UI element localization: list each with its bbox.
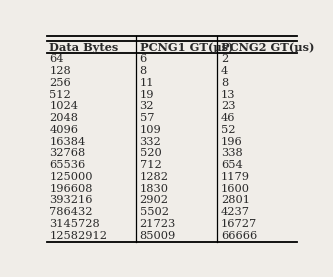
Text: 2801: 2801	[221, 195, 250, 206]
Text: 8: 8	[221, 78, 228, 88]
Text: PCNG1 GT(μs): PCNG1 GT(μs)	[140, 42, 233, 53]
Text: 65536: 65536	[49, 160, 86, 170]
Text: 1282: 1282	[140, 172, 168, 182]
Text: 393216: 393216	[49, 195, 93, 206]
Text: 2048: 2048	[49, 113, 78, 123]
Text: 712: 712	[140, 160, 161, 170]
Text: 32768: 32768	[49, 148, 86, 158]
Text: 6: 6	[140, 54, 147, 64]
Text: 46: 46	[221, 113, 235, 123]
Text: 512: 512	[49, 90, 71, 100]
Text: 11: 11	[140, 78, 154, 88]
Text: 4237: 4237	[221, 207, 250, 217]
Text: 4: 4	[221, 66, 228, 76]
Text: 654: 654	[221, 160, 243, 170]
Text: PCNG2 GT(μs): PCNG2 GT(μs)	[221, 42, 314, 53]
Text: 2: 2	[221, 54, 228, 64]
Text: 786432: 786432	[49, 207, 93, 217]
Text: 1024: 1024	[49, 101, 78, 111]
Text: 52: 52	[221, 125, 235, 135]
Text: 256: 256	[49, 78, 71, 88]
Text: Data Bytes: Data Bytes	[49, 42, 119, 53]
Text: 125000: 125000	[49, 172, 93, 182]
Text: 16727: 16727	[221, 219, 257, 229]
Text: 1179: 1179	[221, 172, 250, 182]
Text: 85009: 85009	[140, 231, 176, 241]
Text: 12582912: 12582912	[49, 231, 107, 241]
Text: 109: 109	[140, 125, 161, 135]
Text: 5502: 5502	[140, 207, 168, 217]
Text: 2902: 2902	[140, 195, 168, 206]
Text: 1600: 1600	[221, 184, 250, 194]
Text: 3145728: 3145728	[49, 219, 100, 229]
Text: 196608: 196608	[49, 184, 93, 194]
Text: 66666: 66666	[221, 231, 257, 241]
Text: 64: 64	[49, 54, 64, 64]
Text: 23: 23	[221, 101, 235, 111]
Text: 332: 332	[140, 137, 161, 147]
Text: 128: 128	[49, 66, 71, 76]
Text: 196: 196	[221, 137, 243, 147]
Text: 338: 338	[221, 148, 243, 158]
Text: 32: 32	[140, 101, 154, 111]
Text: 1830: 1830	[140, 184, 168, 194]
Text: 21723: 21723	[140, 219, 176, 229]
Text: 57: 57	[140, 113, 154, 123]
Text: 19: 19	[140, 90, 154, 100]
Text: 8: 8	[140, 66, 147, 76]
Text: 16384: 16384	[49, 137, 86, 147]
Text: 4096: 4096	[49, 125, 78, 135]
Text: 13: 13	[221, 90, 235, 100]
Text: 520: 520	[140, 148, 161, 158]
